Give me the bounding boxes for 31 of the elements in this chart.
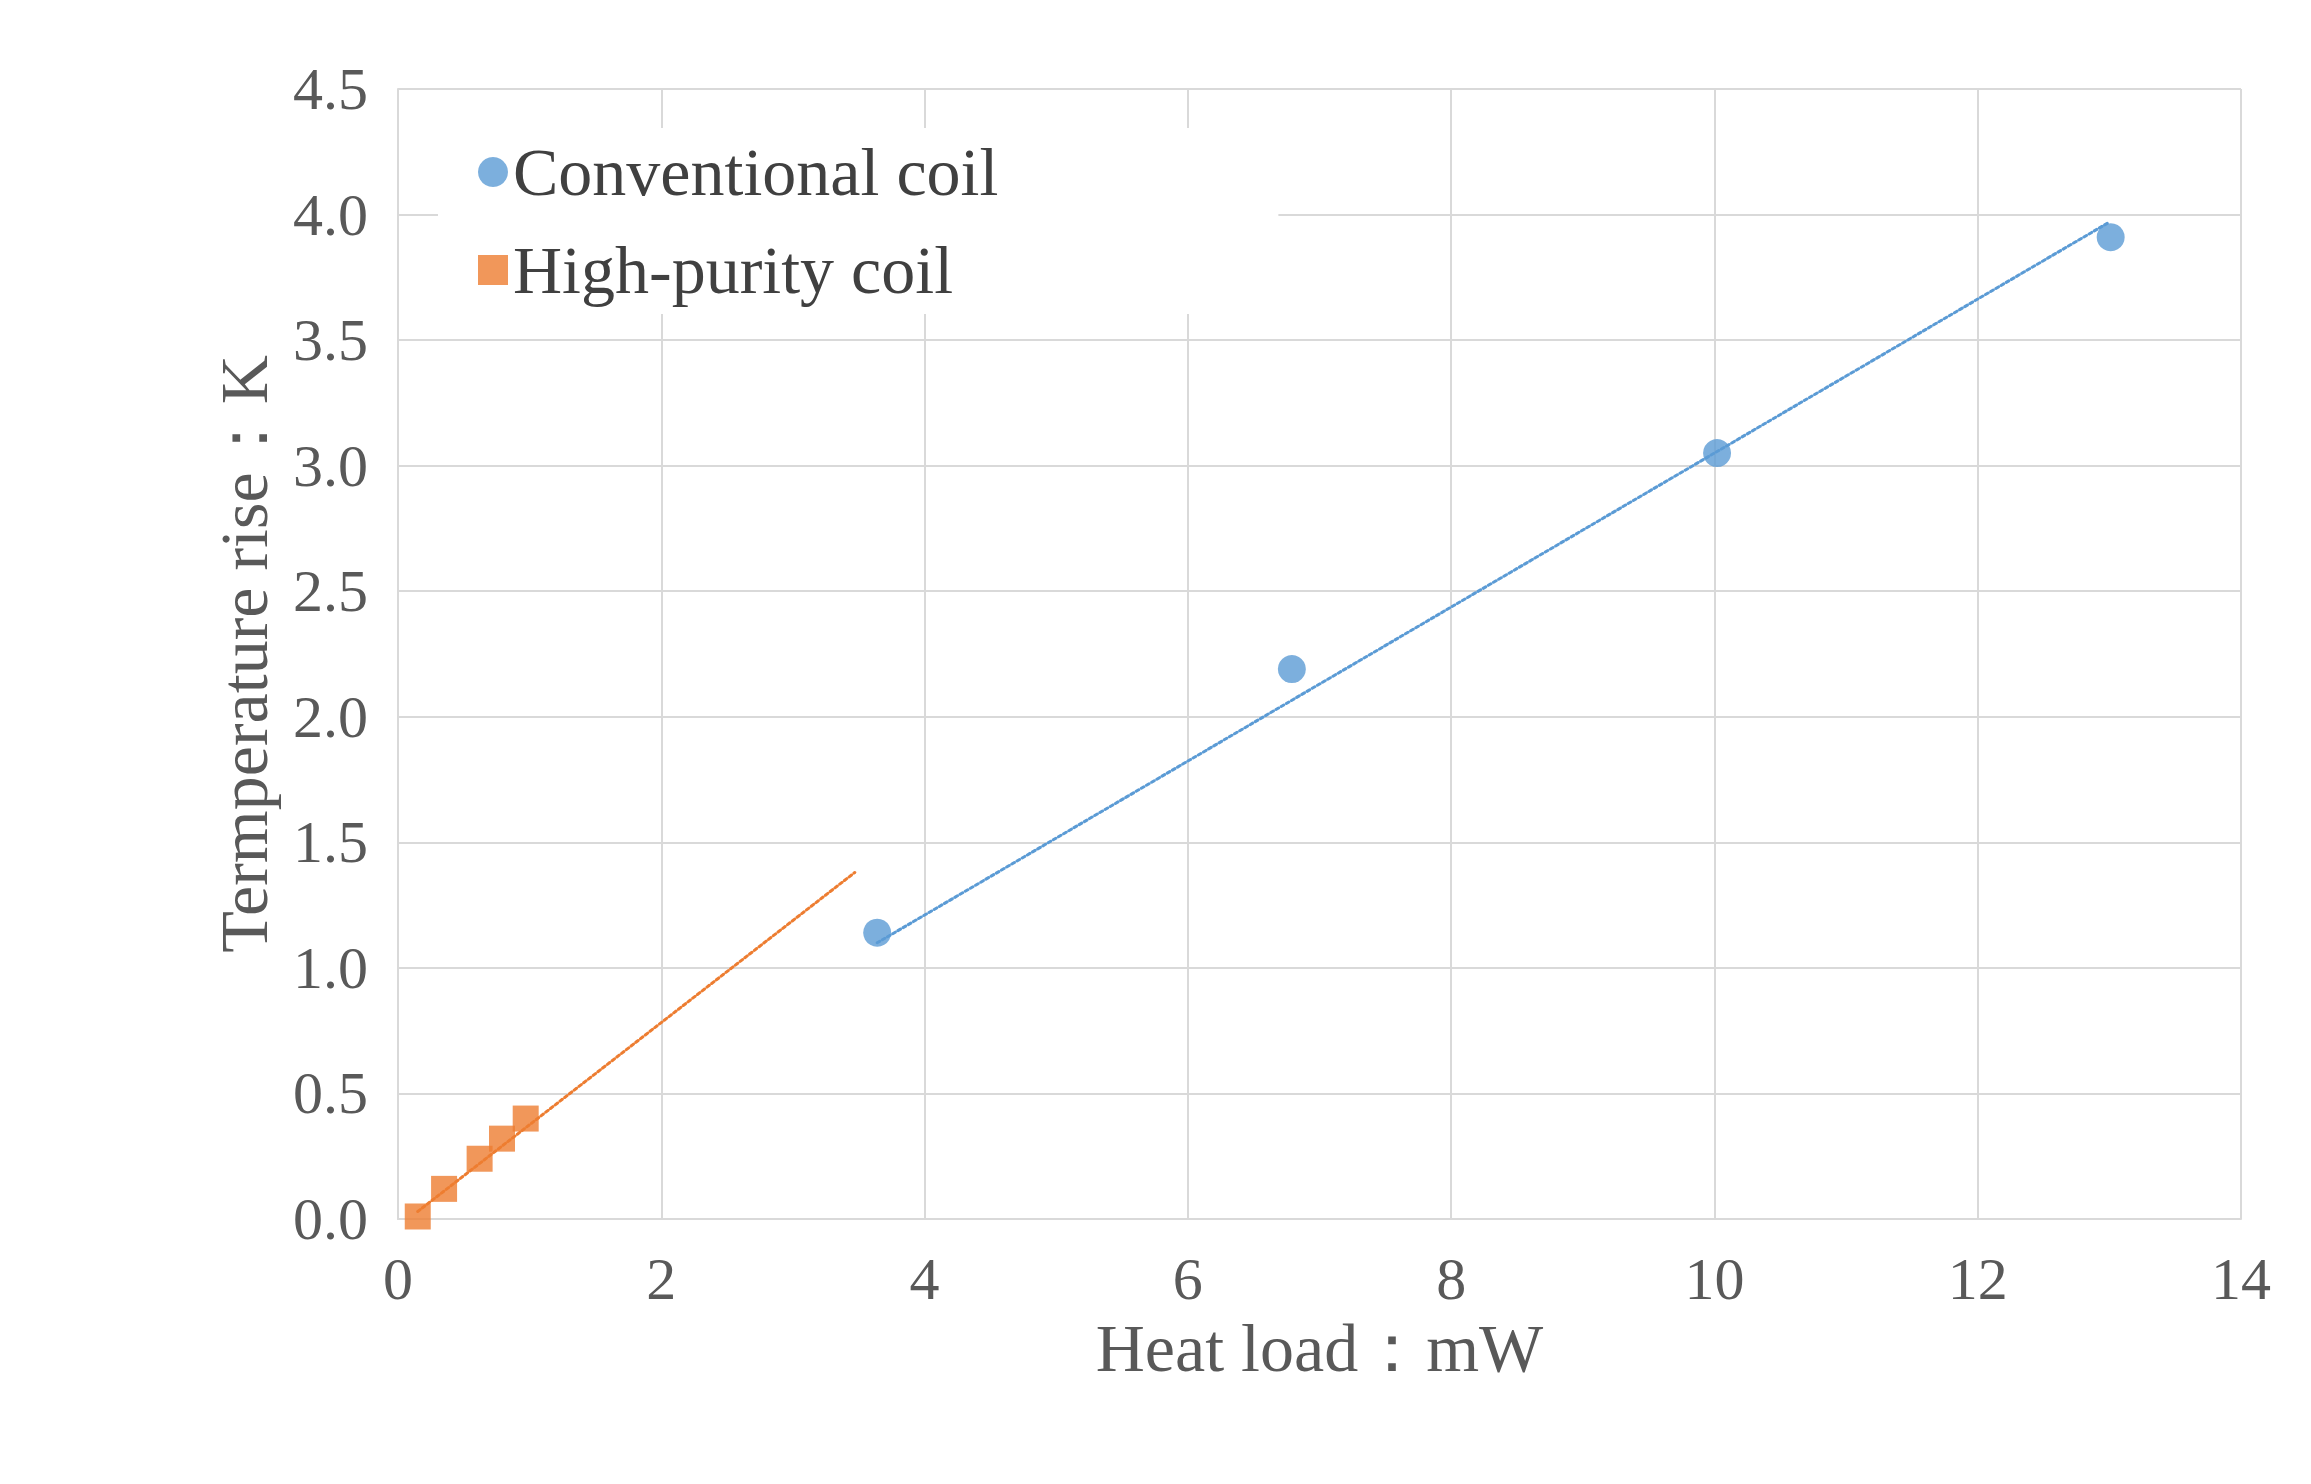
y-tick-label: 4.0 (293, 181, 368, 248)
x-tick-label: 8 (1436, 1246, 1467, 1312)
point (431, 1175, 458, 1202)
point (404, 1203, 431, 1230)
x-tick-label: 4 (909, 1246, 940, 1312)
x-tick-label: 2 (646, 1246, 677, 1312)
point (863, 918, 892, 947)
x-axis-title: Heat load：mW (1095, 1309, 1545, 1386)
x-tick-label: 12 (1947, 1246, 2008, 1312)
point (2096, 223, 2125, 252)
point (512, 1105, 539, 1132)
point (466, 1145, 493, 1172)
legend-label: Conventional coil (513, 134, 999, 210)
x-tick-label: 0 (383, 1246, 413, 1312)
y-tick-label: 1.5 (293, 809, 368, 876)
y-tick-label: 0.0 (293, 1186, 368, 1252)
y-tick-label: 4.5 (293, 56, 368, 122)
x-tick-label: 14 (2211, 1246, 2271, 1312)
y-tick-label: 3.0 (293, 432, 368, 499)
y-tick-label: 0.5 (293, 1060, 368, 1127)
y-tick-label: 1.0 (293, 934, 368, 1001)
y-tick-label: 2.0 (293, 683, 368, 750)
x-tick-label: 10 (1684, 1246, 1745, 1312)
point (1277, 655, 1306, 684)
y-tick-label: 2.5 (293, 558, 368, 625)
y-axis-title: Termperature rise：K (206, 355, 282, 953)
y-tick-label: 3.5 (293, 307, 368, 374)
legend-label: High-purity coil (513, 232, 954, 308)
point (489, 1125, 515, 1152)
x-tick-label: 6 (1172, 1246, 1203, 1312)
point (1703, 439, 1732, 468)
